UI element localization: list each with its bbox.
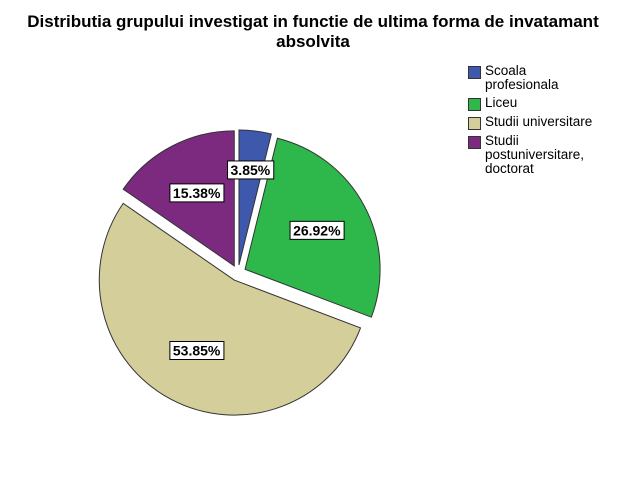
- chart-title: Distributia grupului investigat in funct…: [27, 12, 599, 51]
- data-label-box: [289, 220, 345, 240]
- data-label-box: [169, 183, 225, 203]
- data-label-text: 26.92%: [293, 222, 341, 238]
- data-label: 3.85%: [227, 160, 275, 180]
- data-label: 15.38%: [169, 183, 225, 203]
- legend-swatch: [468, 136, 481, 149]
- legend-swatch: [468, 66, 481, 79]
- data-label: 53.85%: [169, 341, 225, 361]
- data-label-text: 53.85%: [173, 343, 221, 359]
- legend: Scoala profesionala Liceu Studii universit…: [468, 64, 593, 180]
- data-label-text: 3.85%: [231, 162, 271, 178]
- legend-swatch: [468, 117, 481, 130]
- legend-label: Scoala profesionala: [485, 63, 559, 92]
- data-label: 26.92%: [289, 220, 345, 240]
- data-label-box: [227, 160, 275, 180]
- legend-swatch: [468, 98, 481, 111]
- legend-item: Studii postuniversitare, doctorat: [468, 134, 593, 176]
- legend-item: Liceu: [468, 96, 593, 111]
- legend-item: Scoala profesionala: [468, 64, 593, 92]
- data-label-box: [169, 341, 225, 361]
- legend-item: Studii universitare: [468, 115, 593, 130]
- legend-label: Studii universitare: [485, 114, 593, 129]
- legend-label: Studii postuniversitare, doctorat: [485, 133, 585, 176]
- pie-slice: [98, 202, 362, 416]
- legend-label: Liceu: [485, 95, 518, 110]
- data-label-text: 15.38%: [173, 185, 221, 201]
